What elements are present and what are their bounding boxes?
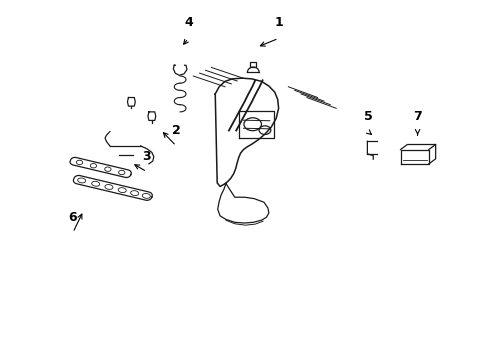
Text: 7: 7 xyxy=(412,110,421,123)
Text: 3: 3 xyxy=(142,150,151,163)
Text: 1: 1 xyxy=(274,17,283,30)
Text: 6: 6 xyxy=(68,211,77,224)
Text: 4: 4 xyxy=(183,17,192,30)
Text: 2: 2 xyxy=(171,124,180,137)
Text: 5: 5 xyxy=(364,110,372,123)
